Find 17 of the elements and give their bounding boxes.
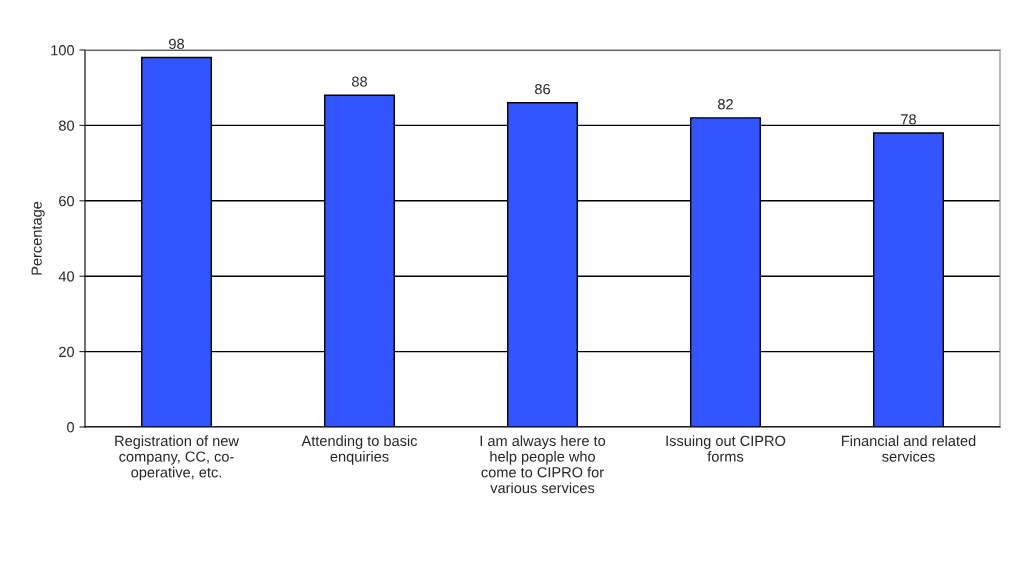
x-tick-label: Registration of new company, CC, co- operative, etc.	[115, 435, 239, 481]
x-tick-label: I am always here to help people who come to CIPRO for various services	[480, 435, 606, 494]
data-label: 82	[718, 99, 733, 110]
y-tick-label: 100	[51, 45, 75, 56]
y-tick-label: 60	[59, 195, 75, 207]
y-axis-title: Percentage	[31, 201, 45, 275]
y-tick-label: 40	[58, 271, 75, 282]
y-tick-label: 0	[67, 422, 75, 433]
data-label: 88	[352, 76, 367, 87]
y-tick-label: 80	[59, 120, 75, 131]
x-tick-label: Financial and related services	[842, 435, 976, 462]
data-label: 98	[169, 38, 184, 50]
data-label: 78	[901, 114, 916, 125]
data-label: 86	[535, 84, 550, 95]
x-tick-label: Attending to basic enquiries	[301, 435, 418, 465]
x-tick-label: Issuing out CIPRO forms	[666, 435, 786, 462]
y-tick-label: 20	[59, 346, 75, 358]
